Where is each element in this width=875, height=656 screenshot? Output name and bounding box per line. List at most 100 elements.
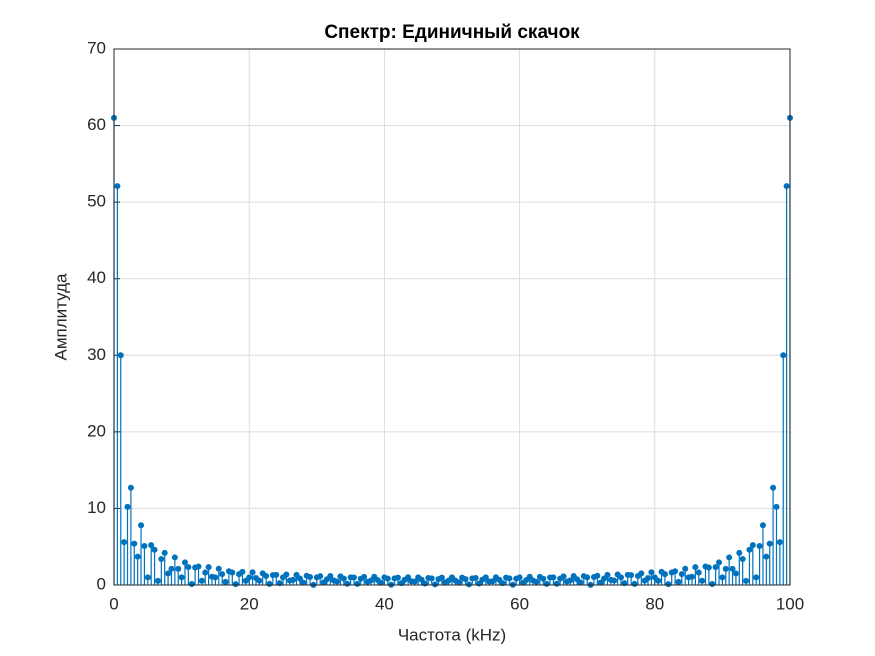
x-tick-label: 80 <box>645 594 664 613</box>
chart-title: Спектр: Единичный скачок <box>324 22 580 43</box>
stems <box>111 114 793 588</box>
stem-marker <box>648 569 655 576</box>
x-tick-label: 20 <box>240 594 259 613</box>
stem-marker <box>249 569 256 576</box>
stem-marker <box>421 580 428 587</box>
stem-marker <box>296 575 303 582</box>
stem-marker <box>540 575 547 582</box>
stem-marker <box>394 574 401 581</box>
stem-marker <box>722 565 729 572</box>
stem-marker <box>743 577 750 584</box>
stem-marker <box>506 575 513 582</box>
stem-marker <box>763 553 770 560</box>
stem-marker <box>418 576 425 583</box>
y-tick-label: 60 <box>87 115 106 134</box>
y-tick-label: 50 <box>87 192 106 211</box>
stem-marker <box>584 574 591 581</box>
stem-marker <box>154 577 161 584</box>
stem-marker <box>553 580 560 587</box>
stem-marker <box>263 573 270 580</box>
stem-marker <box>215 565 222 572</box>
stem-marker <box>266 580 273 587</box>
stem-marker <box>543 580 550 587</box>
stem-marker <box>198 577 205 584</box>
stem-marker <box>766 540 773 547</box>
stem-marker <box>151 546 158 553</box>
stem-marker <box>114 183 121 190</box>
y-tick-label: 40 <box>87 268 106 287</box>
stem-marker <box>229 569 236 576</box>
stem-marker <box>317 573 324 580</box>
stem-marker <box>692 564 699 571</box>
stem-marker <box>361 573 368 580</box>
stem-marker <box>185 564 192 571</box>
y-tick-label: 0 <box>97 574 106 593</box>
stem-marker <box>550 574 557 581</box>
stem-marker <box>482 574 489 581</box>
stem-marker <box>695 569 702 576</box>
stem-marker <box>256 577 263 584</box>
stem-marker <box>756 542 763 549</box>
stem-marker <box>222 578 229 585</box>
stem-marker <box>611 577 618 584</box>
stem-marker <box>472 574 479 581</box>
stem-marker <box>384 575 391 582</box>
stem-marker <box>354 580 361 587</box>
stem-marker <box>628 572 635 579</box>
stem-marker <box>783 183 790 190</box>
stem-marker <box>749 542 756 549</box>
stem-marker <box>378 579 385 586</box>
stem-marker <box>148 542 155 549</box>
stem-marker <box>334 578 341 585</box>
stem-marker <box>127 484 134 491</box>
stem-marker <box>283 571 290 578</box>
stem-marker <box>455 579 462 586</box>
stem-marker <box>219 571 226 578</box>
stem-marker <box>631 580 638 587</box>
stem-marker <box>438 574 445 581</box>
stem-marker <box>770 484 777 491</box>
stem-marker <box>709 581 716 588</box>
stem-marker <box>307 573 314 580</box>
stem-marker <box>205 564 212 571</box>
stem-marker <box>726 554 733 561</box>
stem-marker <box>138 522 145 529</box>
stem-marker <box>428 575 435 582</box>
stem-marker <box>134 553 141 560</box>
stem-marker <box>675 578 682 585</box>
stem-marker <box>716 559 723 566</box>
stem-marker <box>168 565 175 572</box>
axes-box <box>113 48 791 586</box>
y-tick-label: 70 <box>87 38 106 57</box>
stem-marker <box>746 546 753 553</box>
stem-marker <box>165 570 172 577</box>
stem-marker <box>121 539 128 546</box>
stem-marker <box>719 574 726 581</box>
stem-marker <box>739 555 746 562</box>
stem-marker <box>732 570 739 577</box>
stem-marker <box>327 572 334 579</box>
stem-marker <box>776 539 783 546</box>
stem-marker <box>202 569 209 576</box>
stem-marker <box>604 571 611 578</box>
stem-marker <box>171 554 178 561</box>
stem-marker <box>661 571 668 578</box>
stem-marker <box>246 574 253 581</box>
stem-marker <box>340 575 347 582</box>
stem-marker <box>699 577 706 584</box>
stem-marker <box>232 581 239 588</box>
x-tick-label: 60 <box>510 594 529 613</box>
stem-marker <box>411 578 418 585</box>
stem-marker <box>344 580 351 587</box>
stem-marker <box>405 574 412 581</box>
stem-marker <box>141 542 148 549</box>
y-tick-label: 10 <box>87 498 106 517</box>
stem-marker <box>432 581 439 588</box>
x-tick-label: 100 <box>776 594 804 613</box>
stem-marker <box>175 565 182 572</box>
stem-marker <box>729 565 736 572</box>
x-axis-label: Частота (kHz) <box>398 625 506 644</box>
stem-marker <box>672 568 679 575</box>
stem-marker <box>131 540 138 547</box>
stem-marker <box>688 573 695 580</box>
